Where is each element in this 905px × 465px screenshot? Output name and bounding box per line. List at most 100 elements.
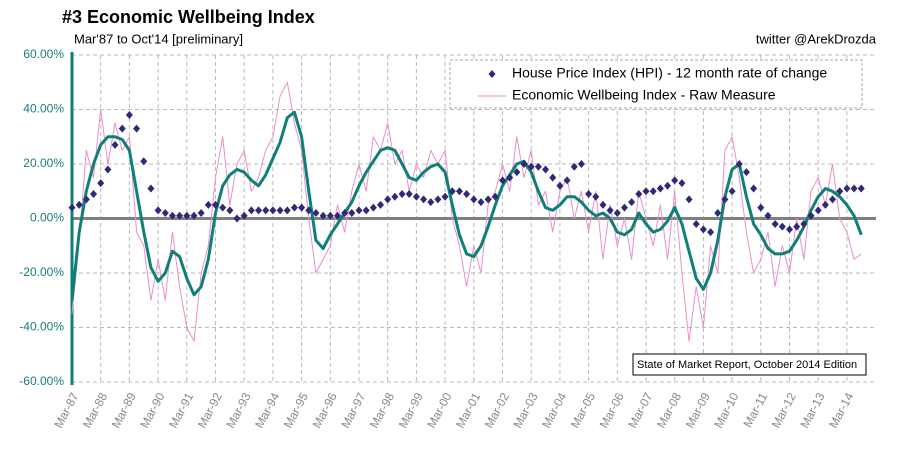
hpi-point	[728, 187, 736, 196]
x-tick-label: Mar-13	[797, 390, 827, 430]
y-tick-label: 20.00%	[23, 156, 64, 170]
hpi-point	[786, 225, 793, 234]
hpi-point	[240, 211, 248, 220]
hpi-point	[212, 200, 219, 209]
x-tick-label: Mar-03	[510, 390, 540, 430]
hpi-point	[348, 209, 356, 218]
hpi-point	[491, 192, 499, 201]
hpi-point	[620, 203, 628, 212]
hpi-point	[190, 211, 198, 220]
hpi-point	[384, 195, 392, 204]
hpi-point	[814, 206, 822, 215]
hpi-point	[398, 189, 406, 198]
hpi-point	[434, 195, 442, 204]
hpi-point	[355, 206, 363, 215]
hpi-point	[197, 209, 205, 218]
hpi-point	[377, 200, 385, 209]
hpi-point	[671, 176, 679, 185]
hpi-point	[97, 179, 105, 188]
hpi-point	[90, 189, 98, 198]
y-tick-label: 0.00%	[30, 211, 64, 225]
chart-title: #3 Economic Wellbeing Index	[62, 7, 315, 27]
hpi-point	[247, 206, 255, 215]
hpi-point	[829, 195, 837, 204]
hpi-point	[585, 189, 593, 198]
hpi-point	[290, 203, 298, 212]
hpi-point	[563, 176, 571, 185]
legend-box	[449, 59, 863, 109]
x-tick-label: Mar-09	[683, 390, 713, 430]
hpi-point	[68, 203, 76, 212]
hpi-point	[183, 211, 191, 220]
hpi-point	[757, 203, 765, 212]
x-tick-label: Mar-95	[281, 390, 311, 430]
hpi-point	[283, 206, 291, 215]
x-tick-label: Mar-02	[482, 390, 512, 430]
hpi-point	[341, 209, 349, 218]
series-line	[71, 81, 862, 342]
hpi-point	[778, 222, 786, 231]
hpi-point	[513, 168, 521, 177]
hpi-point	[147, 184, 155, 193]
hpi-point	[549, 173, 557, 182]
hpi-point	[333, 211, 341, 220]
hpi-point	[161, 209, 169, 218]
hpi-point	[455, 187, 463, 196]
hpi-point	[692, 219, 700, 228]
hpi-point	[82, 195, 90, 204]
hpi-point	[369, 203, 377, 212]
hpi-point	[807, 211, 815, 220]
hpi-point	[635, 189, 643, 198]
hpi-point	[448, 187, 456, 196]
x-tick-label: Mar-11	[740, 390, 770, 430]
hpi-point	[276, 206, 284, 215]
hpi-point	[678, 179, 686, 188]
x-tick-label: Mar-94	[252, 390, 282, 430]
x-tick-label: Mar-87	[51, 390, 81, 430]
hpi-point	[592, 192, 600, 201]
hpi-point	[326, 211, 334, 220]
hpi-point	[850, 184, 858, 193]
hpi-point	[714, 209, 722, 218]
chart-subtitle: Mar'87 to Oct'14 [preliminary]	[74, 31, 243, 46]
hpi-point	[420, 195, 428, 204]
hpi-point	[176, 211, 184, 220]
hpi-point	[140, 157, 148, 166]
x-tick-label: Mar-12	[769, 390, 799, 430]
hpi-point	[427, 198, 435, 207]
legend-label: House Price Index (HPI) - 12 month rate …	[512, 65, 827, 81]
hpi-point	[570, 162, 578, 171]
annotation: State of Market Report, October 2014 Edi…	[637, 359, 857, 371]
hpi-point	[656, 184, 664, 193]
x-tick-label: Mar-97	[338, 390, 368, 430]
x-tick-label: Mar-07	[625, 390, 655, 430]
hpi-point	[441, 192, 449, 201]
legend-label: Economic Wellbeing Index - Raw Measure	[512, 87, 776, 103]
hpi-point	[470, 195, 478, 204]
hpi-point	[305, 206, 313, 215]
hpi-point	[750, 184, 758, 193]
y-tick-label: -40.00%	[19, 320, 64, 334]
source: twitter @ArekDrozda	[756, 31, 877, 46]
hpi-point	[125, 110, 133, 119]
x-tick-label: Mar-08	[654, 390, 684, 430]
hpi-point	[577, 160, 585, 168]
hpi-point	[154, 206, 162, 215]
annotation-box	[632, 353, 867, 376]
x-tick-label: Mar-89	[109, 390, 139, 430]
hpi-point	[520, 160, 528, 168]
x-tick-label: Mar-99	[396, 390, 426, 430]
hpi-point	[298, 203, 306, 212]
x-tick-label: Mar-88	[80, 390, 110, 430]
hpi-point	[764, 211, 772, 220]
hpi-point	[312, 209, 320, 218]
legend-marker	[488, 70, 496, 78]
hpi-point	[628, 198, 636, 207]
hpi-point	[168, 211, 176, 220]
hpi-point	[857, 184, 865, 193]
x-tick-label: Mar-01	[453, 390, 483, 430]
hpi-point	[735, 160, 743, 168]
x-tick-label: Mar-10	[711, 390, 741, 430]
hpi-point	[556, 181, 564, 190]
